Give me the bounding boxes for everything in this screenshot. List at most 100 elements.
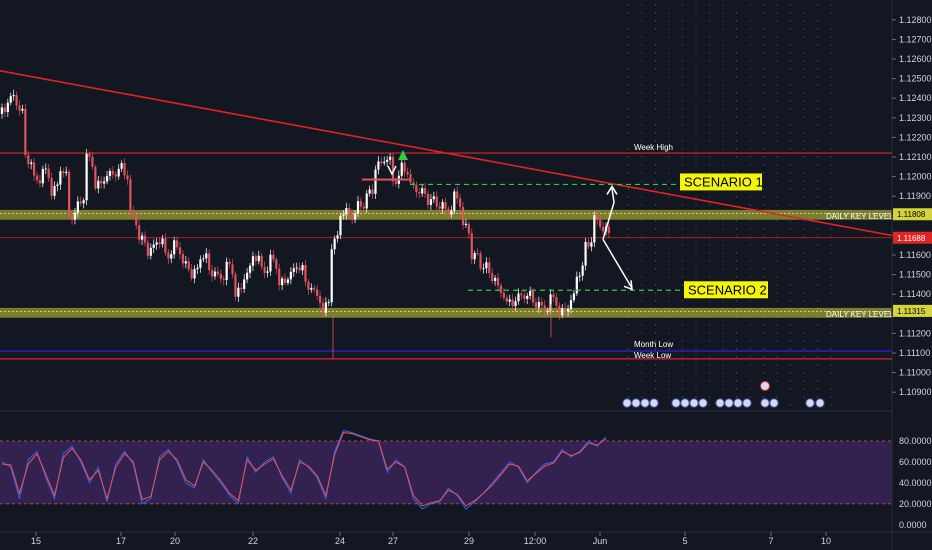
future-dot bbox=[776, 116, 778, 118]
future-dot bbox=[763, 364, 764, 366]
future-dot bbox=[817, 196, 818, 198]
event-flag-icon[interactable] bbox=[742, 398, 752, 408]
future-dot bbox=[668, 236, 670, 238]
future-dot bbox=[655, 340, 656, 342]
candle-body bbox=[295, 267, 298, 269]
candle-body bbox=[371, 189, 374, 194]
future-dot bbox=[668, 380, 670, 382]
future-dot bbox=[749, 260, 751, 262]
event-flag-icon[interactable] bbox=[640, 398, 650, 408]
scenario-1-box[interactable] bbox=[680, 173, 762, 191]
future-dot bbox=[736, 388, 737, 390]
future-dot bbox=[736, 148, 737, 150]
future-dot bbox=[655, 388, 656, 390]
event-flag-icon[interactable] bbox=[769, 398, 779, 408]
future-dot bbox=[709, 356, 710, 358]
event-flag-icon[interactable] bbox=[689, 398, 699, 408]
future-dot bbox=[709, 116, 710, 118]
candle-body bbox=[30, 162, 33, 165]
event-flag-icon[interactable] bbox=[733, 398, 743, 408]
candle-body bbox=[555, 296, 558, 306]
future-dot bbox=[790, 148, 791, 150]
future-dot bbox=[803, 260, 805, 262]
event-flag-icon[interactable] bbox=[671, 398, 681, 408]
daily-key-level-upper-zone[interactable] bbox=[0, 209, 892, 220]
price-pane[interactable]: DAILY KEY LEVEL DAILY KEY LEVEL Week High… bbox=[0, 69, 894, 408]
future-dot bbox=[790, 108, 791, 110]
future-dot bbox=[790, 332, 791, 334]
candle-body bbox=[415, 184, 418, 193]
future-dot bbox=[709, 332, 710, 334]
event-flag-icon[interactable] bbox=[698, 398, 708, 408]
future-dot bbox=[655, 244, 656, 246]
future-dot bbox=[655, 84, 656, 86]
economic-event-icons[interactable] bbox=[622, 381, 825, 408]
future-dot bbox=[695, 12, 697, 14]
future-dot bbox=[695, 156, 697, 158]
rsi-axis[interactable]: 80.0000 60.0000 40.0000 20.0000 0.0000 bbox=[899, 436, 932, 530]
candle-body bbox=[205, 253, 208, 259]
price-axis-label: 1.11400 bbox=[899, 289, 931, 299]
future-dot bbox=[682, 164, 683, 166]
future-dot bbox=[776, 300, 778, 302]
future-dot bbox=[830, 396, 832, 398]
future-dot bbox=[695, 172, 697, 174]
stoch-rsi-pane[interactable] bbox=[0, 429, 892, 510]
candle-body bbox=[35, 175, 39, 181]
price-axis-label: 1.12800 bbox=[899, 15, 932, 25]
future-dot bbox=[655, 44, 656, 46]
future-dot bbox=[668, 116, 670, 118]
future-dot bbox=[668, 132, 670, 134]
future-dot bbox=[641, 76, 643, 78]
future-dot bbox=[749, 388, 751, 390]
event-flag-icon[interactable] bbox=[649, 398, 659, 408]
event-flag-icon[interactable] bbox=[680, 398, 690, 408]
future-dot bbox=[830, 68, 832, 70]
event-flag-icon[interactable] bbox=[760, 381, 770, 391]
future-dot bbox=[709, 84, 710, 86]
candle-body bbox=[111, 171, 114, 175]
future-dot bbox=[709, 372, 710, 374]
future-dot bbox=[776, 260, 778, 262]
future-dot bbox=[628, 284, 629, 286]
future-dot bbox=[682, 36, 683, 38]
event-flag-icon[interactable] bbox=[760, 398, 770, 408]
scenario-2-box[interactable] bbox=[684, 281, 768, 299]
future-dot bbox=[668, 356, 670, 358]
event-flag-icon[interactable] bbox=[631, 398, 641, 408]
future-dot bbox=[749, 340, 751, 342]
future-dot bbox=[817, 20, 818, 22]
future-dot bbox=[655, 188, 656, 190]
daily-key-level-lower-zone[interactable] bbox=[0, 307, 892, 318]
time-axis[interactable]: 15 17 20 22 24 27 29 12:00 Jun 5 7 10 bbox=[0, 531, 932, 546]
candle-body bbox=[38, 180, 42, 184]
future-dot bbox=[655, 268, 656, 270]
candle-body bbox=[175, 240, 179, 248]
descending-trendline[interactable] bbox=[0, 69, 893, 237]
event-flag-icon[interactable] bbox=[805, 398, 815, 408]
future-dot bbox=[641, 324, 643, 326]
event-flag-icon[interactable] bbox=[815, 398, 825, 408]
future-dot bbox=[817, 236, 818, 238]
candle-body bbox=[505, 297, 508, 302]
event-flag-icon[interactable] bbox=[622, 398, 632, 408]
future-dot bbox=[803, 68, 805, 70]
future-dot bbox=[668, 36, 670, 38]
candle-body bbox=[531, 290, 535, 303]
future-dot bbox=[682, 356, 683, 358]
future-dot bbox=[641, 180, 643, 182]
future-dot bbox=[776, 20, 778, 22]
event-flag-icon[interactable] bbox=[724, 398, 734, 408]
candle-body bbox=[70, 215, 74, 220]
future-dot bbox=[803, 180, 805, 182]
future-dot bbox=[817, 188, 818, 190]
candle-body bbox=[100, 180, 103, 184]
future-dot bbox=[803, 156, 805, 158]
candle-body bbox=[199, 259, 202, 268]
event-flag-icon[interactable] bbox=[715, 398, 725, 408]
future-dot bbox=[641, 4, 643, 6]
candle-body bbox=[135, 216, 138, 226]
future-dot bbox=[695, 332, 697, 334]
candle-body bbox=[400, 162, 403, 176]
